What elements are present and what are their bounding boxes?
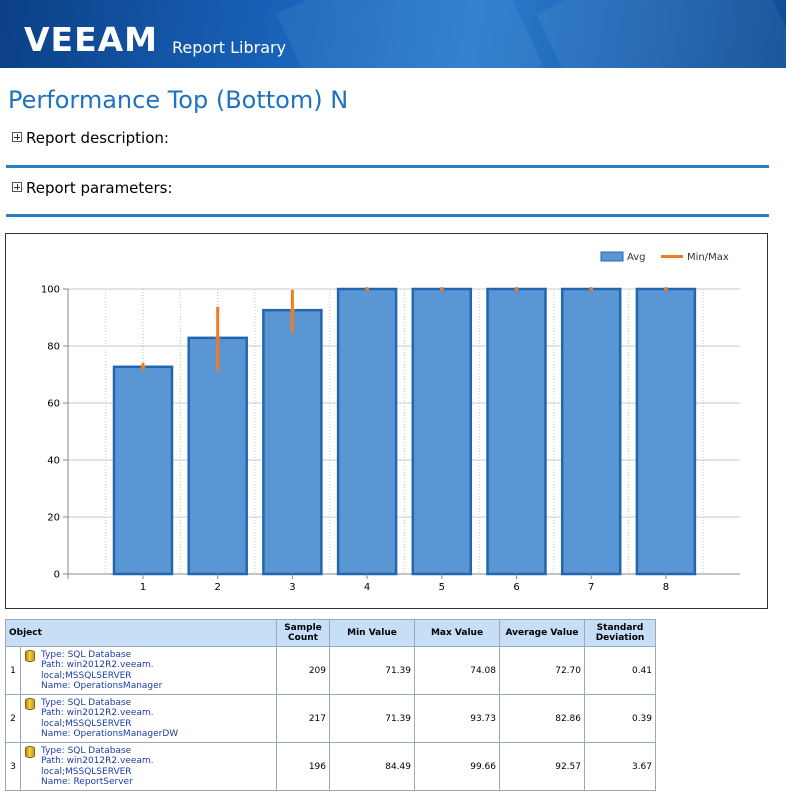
- object-path: Path: win2012R2.veeam.: [41, 708, 154, 718]
- object-cell[interactable]: Type: SQL Database Path: win2012R2.veeam.…: [20, 742, 277, 791]
- object-type: Type: SQL Database: [41, 649, 132, 660]
- minmax-marker: [589, 287, 594, 291]
- column-header-average-value: Average Value: [499, 619, 585, 647]
- row-index: 3: [5, 742, 21, 791]
- report-parameters-toggle[interactable]: Report parameters:: [12, 178, 173, 198]
- column-header-object: Object: [5, 619, 277, 647]
- y-tick-label: 20: [47, 513, 60, 524]
- x-tick-label: 3: [289, 582, 295, 593]
- column-header-standard-deviation: Standard Deviation: [584, 619, 656, 647]
- x-tick-label: 1: [140, 582, 146, 593]
- section-divider: [6, 214, 769, 217]
- table-row: 1 Type: SQL Database Path: win2012R2.veeam…: [5, 646, 656, 695]
- column-header-sample-count: Sample Count: [276, 619, 330, 647]
- bar: [411, 287, 473, 576]
- performance-chart: 0 20 40 60 80 100 1 2 3 4 5 6 7 8 Avg Min/Max: [41, 251, 740, 593]
- row-index: 2: [5, 694, 21, 743]
- object-path: Path: win2012R2.veeam.: [41, 756, 154, 766]
- object-type: Type: SQL Database: [41, 697, 132, 708]
- row-index: 1: [5, 646, 21, 695]
- object-name: Name: ReportServer: [41, 777, 133, 787]
- expand-plus-icon[interactable]: [12, 132, 22, 142]
- minmax-marker: [439, 287, 444, 291]
- legend-avg-label: Avg: [627, 252, 646, 263]
- y-tick-label: 40: [47, 456, 60, 467]
- expand-plus-icon[interactable]: [12, 182, 22, 192]
- column-header-min-value: Min Value: [329, 619, 415, 647]
- bar: [112, 365, 174, 576]
- header-banner: veeam Report Library: [0, 0, 786, 68]
- database-icon: [25, 746, 35, 758]
- chart-container: 0 20 40 60 80 100 1 2 3 4 5 6 7 8 Avg Min/Max: [5, 233, 768, 609]
- max-value-cell: 99.66: [414, 742, 500, 791]
- y-tick-label: 0: [54, 570, 60, 581]
- bar: [635, 287, 697, 576]
- section-divider: [6, 165, 769, 168]
- page-title: Performance Top (Bottom) N: [8, 86, 349, 114]
- y-tick-label: 60: [47, 399, 60, 410]
- legend-avg-swatch: [600, 251, 624, 262]
- object-path-continued: local;MSSQLSERVER: [41, 718, 132, 729]
- table-row: 3 Type: SQL Database Path: win2012R2.veeam…: [5, 742, 656, 791]
- average-value-cell: 72.70: [499, 646, 585, 695]
- min-value-cell: 71.39: [329, 646, 415, 695]
- bar: [187, 336, 248, 576]
- object-path: Path: win2012R2.veeam.: [41, 660, 154, 670]
- report-description-toggle[interactable]: Report description:: [12, 128, 169, 148]
- standard-deviation-cell: 0.41: [584, 646, 656, 695]
- x-tick-label: 7: [588, 582, 594, 593]
- object-name: Name: OperationsManagerDW: [41, 729, 179, 739]
- x-tick-label: 2: [215, 582, 221, 593]
- x-tick-label: 4: [364, 582, 370, 593]
- section-label: Report description:: [26, 129, 169, 147]
- results-table: Object Sample Count Min Value Max Value …: [5, 619, 656, 791]
- min-value-cell: 84.49: [329, 742, 415, 791]
- bar: [262, 308, 323, 576]
- sample-count-cell: 217: [276, 694, 330, 743]
- x-tick-label: 8: [663, 582, 669, 593]
- table-header-row: Object Sample Count Min Value Max Value …: [5, 619, 656, 647]
- bar: [486, 287, 547, 576]
- legend-minmax-label: Min/Max: [687, 252, 729, 263]
- object-cell[interactable]: Type: SQL Database Path: win2012R2.veeam.…: [20, 646, 277, 695]
- object-type: Type: SQL Database: [41, 745, 132, 756]
- standard-deviation-cell: 0.39: [584, 694, 656, 743]
- minmax-marker: [365, 287, 370, 291]
- table-row: 2 Type: SQL Database Path: win2012R2.veeam…: [5, 694, 656, 743]
- minmax-marker: [514, 287, 519, 291]
- max-value-cell: 93.73: [414, 694, 500, 743]
- bar: [336, 287, 398, 576]
- object-name: Name: OperationsManager: [41, 681, 163, 691]
- standard-deviation-cell: 3.67: [584, 742, 656, 791]
- database-icon: [25, 698, 35, 710]
- section-label: Report parameters:: [26, 179, 173, 197]
- column-header-max-value: Max Value: [414, 619, 500, 647]
- min-value-cell: 71.39: [329, 694, 415, 743]
- veeam-logo: veeam: [24, 20, 159, 59]
- x-tick-label: 6: [513, 582, 519, 593]
- max-value-cell: 74.08: [414, 646, 500, 695]
- banner-decoration: [276, 0, 544, 68]
- database-icon: [25, 650, 35, 662]
- sample-count-cell: 196: [276, 742, 330, 791]
- object-cell[interactable]: Type: SQL Database Path: win2012R2.veeam.…: [20, 694, 277, 743]
- average-value-cell: 92.57: [499, 742, 585, 791]
- sample-count-cell: 209: [276, 646, 330, 695]
- minmax-marker: [663, 287, 668, 291]
- x-tick-label: 5: [439, 582, 445, 593]
- object-path-continued: local;MSSQLSERVER: [41, 766, 132, 777]
- y-tick-label: 80: [47, 342, 60, 353]
- banner-decoration: [536, 0, 786, 68]
- average-value-cell: 82.86: [499, 694, 585, 743]
- bar: [560, 287, 622, 576]
- y-tick-label: 100: [41, 285, 60, 296]
- object-path-continued: local;MSSQLSERVER: [41, 670, 132, 681]
- product-name: Report Library: [172, 38, 287, 57]
